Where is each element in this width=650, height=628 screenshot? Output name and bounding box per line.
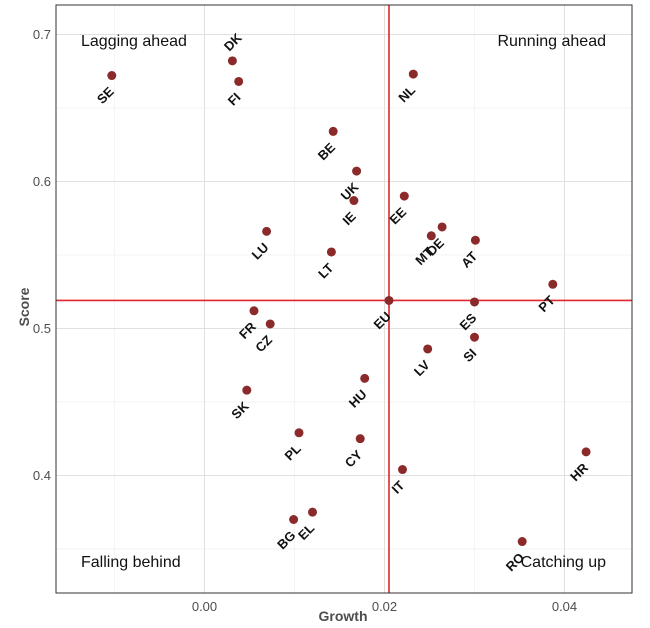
point-label: HU [346, 387, 370, 411]
data-point [408, 69, 418, 79]
point-label: EL [295, 520, 317, 542]
data-point [548, 279, 558, 289]
point-label: FR [236, 319, 259, 342]
point-label: LT [315, 260, 336, 281]
point-label: CY [342, 447, 366, 471]
point-label: SI [460, 346, 479, 365]
point-label: SE [94, 84, 117, 107]
data-point [426, 231, 436, 241]
point-label: CZ [252, 332, 275, 355]
point-label: ES [457, 310, 480, 333]
point-label: BE [315, 139, 339, 163]
point-label: NL [395, 82, 418, 105]
x-axis-title: Growth [319, 608, 368, 624]
y-tick-label: 0.5 [33, 321, 51, 336]
data-point [352, 166, 362, 176]
data-point [437, 222, 447, 232]
quadrant-label-top-right: Running ahead [497, 33, 606, 50]
data-point [262, 226, 272, 236]
y-tick-labels: 0.4 0.5 0.6 0.7 [33, 27, 51, 483]
data-point [470, 235, 480, 245]
point-label: HR [567, 460, 591, 484]
point-label: IT [389, 478, 408, 497]
data-point [326, 247, 336, 257]
data-point [470, 297, 479, 307]
point-label: LU [249, 240, 272, 263]
data-point [399, 191, 409, 201]
x-tick-label: 0.02 [372, 599, 397, 614]
data-point [384, 295, 394, 305]
panel-border [55, 4, 633, 594]
data-point [265, 319, 275, 329]
data-point [289, 515, 299, 524]
quadrant-label-bottom-left: Falling behind [81, 554, 181, 571]
point-label: FI [225, 90, 244, 109]
data-point [581, 447, 591, 457]
data-point [107, 71, 117, 81]
x-tick-label: 0.00 [192, 599, 217, 614]
point-label: IE [340, 209, 360, 229]
data-point [423, 344, 433, 354]
y-axis-title: Score [16, 287, 32, 326]
quadrant-label-bottom-right: Catching up [521, 554, 606, 571]
y-tick-label: 0.6 [33, 174, 51, 189]
y-tick-label: 0.7 [33, 27, 51, 42]
x-tick-label: 0.04 [552, 599, 577, 614]
data-point [308, 507, 317, 517]
data-point [242, 385, 252, 395]
data-point [249, 306, 259, 316]
data-point [294, 428, 304, 438]
quadrant-label-top-left: Lagging ahead [81, 33, 187, 50]
point-label: SK [228, 398, 252, 422]
data-point [227, 56, 237, 66]
data-point [349, 196, 359, 206]
y-tick-label: 0.4 [33, 468, 51, 483]
data-point [398, 465, 407, 475]
x-tick-labels: 0.00 0.02 0.04 [192, 599, 577, 614]
point-label: LV [411, 357, 433, 379]
data-point [234, 76, 244, 86]
point-label: DK [221, 30, 245, 54]
point-label: PT [535, 293, 557, 315]
point-label: AT [458, 248, 480, 270]
data-point [360, 373, 370, 383]
data-point [328, 126, 338, 136]
data-point [517, 537, 527, 547]
data-point [470, 332, 479, 342]
point-label: PL [282, 441, 304, 463]
data-point [355, 434, 365, 444]
data-points [107, 56, 591, 547]
